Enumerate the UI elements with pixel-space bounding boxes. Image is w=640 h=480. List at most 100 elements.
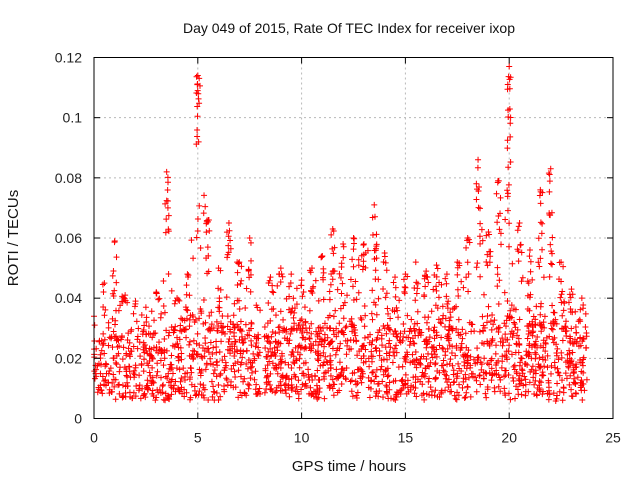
data-point [459, 326, 466, 333]
data-point [453, 396, 460, 403]
data-point [351, 235, 358, 242]
data-point [410, 340, 417, 347]
data-point [153, 372, 160, 379]
data-point [320, 269, 327, 276]
data-point [359, 343, 366, 350]
data-point [126, 368, 133, 375]
data-point [519, 274, 526, 281]
data-point [227, 237, 234, 244]
data-point [183, 282, 190, 289]
data-point [483, 394, 490, 401]
data-point [569, 393, 576, 400]
data-point [444, 379, 451, 386]
data-point [108, 335, 115, 342]
data-point [194, 133, 201, 140]
data-point [353, 337, 360, 344]
data-point [402, 271, 409, 278]
data-point [156, 295, 163, 302]
data-point [504, 193, 511, 200]
data-point [298, 282, 305, 289]
data-point [113, 361, 120, 368]
data-point [383, 330, 390, 337]
data-point [173, 341, 180, 348]
y-tick-labels: 0 0.02 0.04 0.06 0.08 0.1 0.12 [55, 50, 82, 427]
data-point [498, 241, 505, 248]
data-point [355, 289, 362, 296]
data-point [203, 229, 210, 236]
data-point [160, 396, 167, 403]
data-point [389, 359, 396, 366]
data-point [158, 310, 165, 317]
data-point [446, 342, 453, 349]
data-point [421, 314, 428, 321]
data-point [488, 326, 495, 333]
data-point [101, 336, 108, 343]
data-point [459, 384, 466, 391]
data-point [417, 378, 424, 385]
data-point [286, 393, 293, 400]
data-point [447, 356, 454, 363]
data-point [330, 381, 337, 388]
data-point [474, 164, 481, 171]
data-point [400, 320, 407, 327]
data-point [479, 313, 486, 320]
data-point [288, 386, 295, 393]
data-point [443, 280, 450, 287]
data-point [272, 312, 279, 319]
data-point [529, 321, 536, 328]
data-point [354, 389, 361, 396]
data-point [252, 368, 259, 375]
data-point [302, 318, 309, 325]
data-point [566, 333, 573, 340]
data-point [541, 313, 548, 320]
data-point [447, 381, 454, 388]
data-point [549, 326, 556, 333]
data-point [217, 372, 224, 379]
data-point [116, 368, 123, 375]
data-point [324, 359, 331, 366]
data-point [550, 318, 557, 325]
data-point [163, 168, 170, 175]
data-point [192, 392, 199, 399]
data-point [110, 328, 117, 335]
data-point [235, 297, 242, 304]
data-point [218, 338, 225, 345]
data-point [327, 281, 334, 288]
data-point [379, 378, 386, 385]
data-point [321, 331, 328, 338]
data-point [114, 343, 121, 350]
data-point [563, 375, 570, 382]
data-point [548, 325, 555, 332]
data-point [225, 338, 232, 345]
data-point [134, 333, 141, 340]
data-point [536, 263, 543, 270]
data-point [255, 352, 262, 359]
data-point [460, 378, 467, 385]
data-point [454, 259, 461, 266]
data-point [435, 316, 442, 323]
data-point [138, 360, 145, 367]
data-point [431, 392, 438, 399]
data-point [470, 356, 477, 363]
data-point [273, 388, 280, 395]
data-point [488, 355, 495, 362]
data-point [561, 300, 568, 307]
data-point [158, 347, 165, 354]
data-point [376, 326, 383, 333]
data-point [173, 365, 180, 372]
data-point [304, 329, 311, 336]
data-point [151, 317, 158, 324]
data-point [417, 361, 424, 368]
data-point [277, 378, 284, 385]
data-point [510, 330, 517, 337]
data-point [266, 338, 273, 345]
data-point [531, 381, 538, 388]
data-point [485, 228, 492, 235]
data-point [352, 378, 359, 385]
data-point [206, 312, 213, 319]
data-point [332, 307, 339, 314]
data-point [426, 338, 433, 345]
data-point [353, 296, 360, 303]
data-point [91, 375, 98, 382]
data-point [527, 291, 534, 298]
